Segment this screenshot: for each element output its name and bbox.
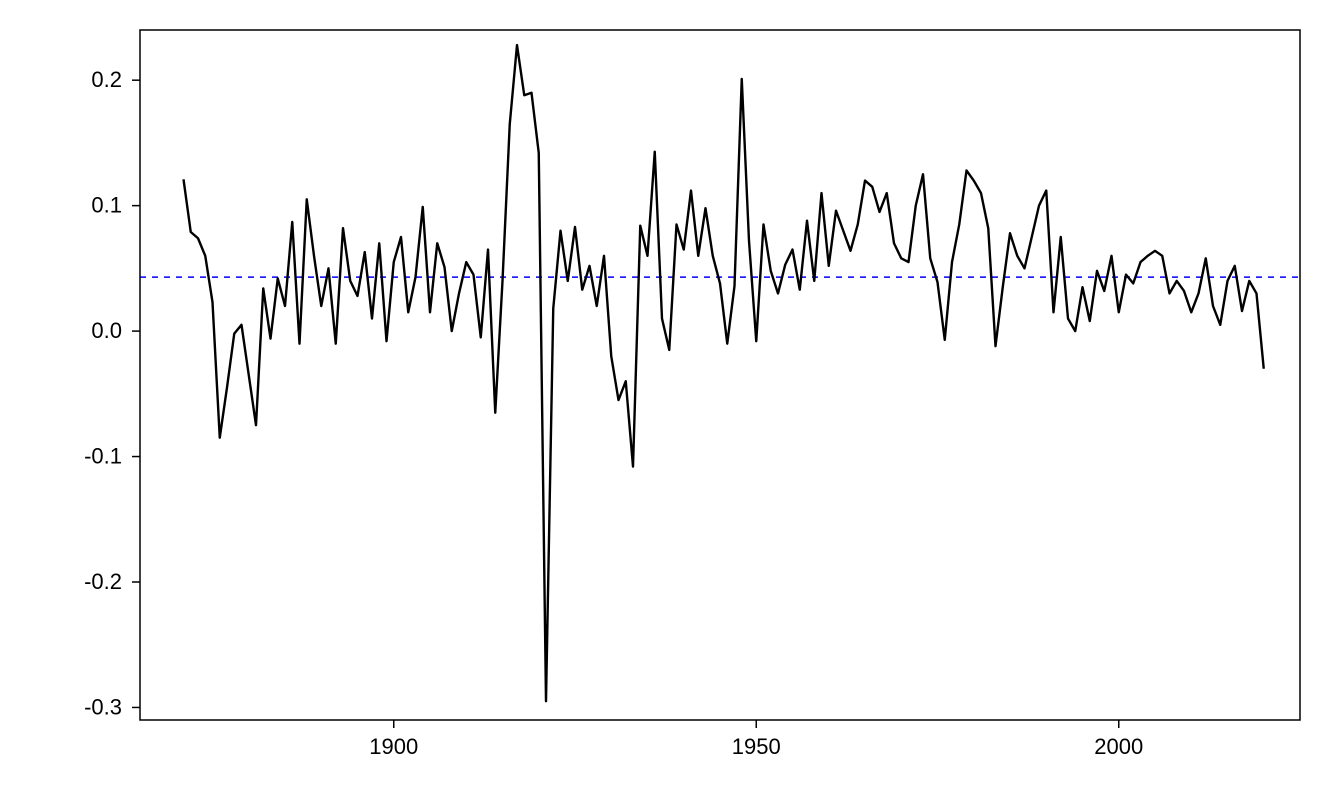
y-tick-label: 0.2 [91,67,122,92]
x-tick-label: 2000 [1094,734,1143,759]
y-tick-label: -0.2 [84,569,122,594]
y-tick-label: -0.3 [84,694,122,719]
chart-svg: 1900 1950 2000 -0.3 -0.2 -0.1 0.0 0.1 0.2 [0,0,1344,806]
y-tick-label: -0.1 [84,444,122,469]
y-tick-label: 0.1 [91,193,122,218]
x-tick-label: 1950 [732,734,781,759]
x-tick-label: 1900 [369,734,418,759]
time-series-chart: 1900 1950 2000 -0.3 -0.2 -0.1 0.0 0.1 0.2 [0,0,1344,806]
y-tick-label: 0.0 [91,318,122,343]
